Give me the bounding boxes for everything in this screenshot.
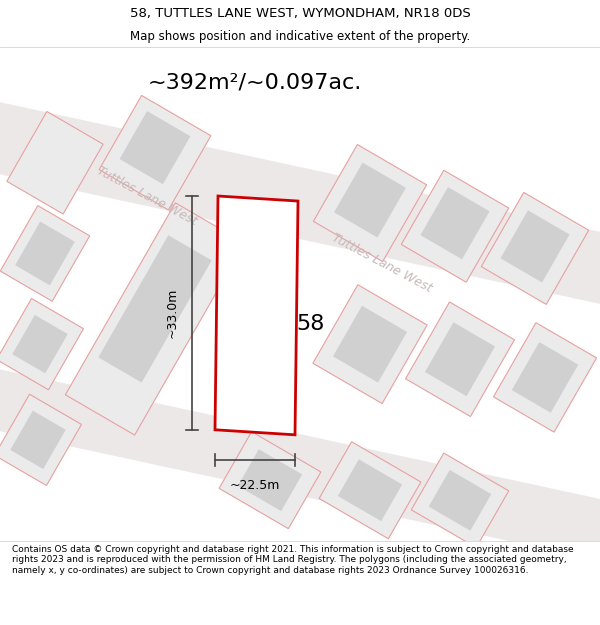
Polygon shape <box>65 202 245 435</box>
Polygon shape <box>338 459 402 521</box>
Polygon shape <box>0 360 600 570</box>
Text: Tuttles Lane West: Tuttles Lane West <box>95 164 200 228</box>
Polygon shape <box>411 453 509 548</box>
Polygon shape <box>215 196 298 435</box>
Polygon shape <box>7 111 103 214</box>
Text: 58, TUTTLES LANE WEST, WYMONDHAM, NR18 0DS: 58, TUTTLES LANE WEST, WYMONDHAM, NR18 0… <box>130 7 470 19</box>
Polygon shape <box>10 411 66 469</box>
Polygon shape <box>481 192 589 304</box>
Text: ~22.5m: ~22.5m <box>230 479 280 492</box>
Polygon shape <box>15 221 75 286</box>
Polygon shape <box>12 315 68 373</box>
Polygon shape <box>219 432 321 529</box>
Polygon shape <box>98 235 212 382</box>
Polygon shape <box>406 302 514 416</box>
Polygon shape <box>500 210 569 282</box>
Polygon shape <box>119 111 190 184</box>
Text: Tuttles Lane West: Tuttles Lane West <box>330 232 434 296</box>
Polygon shape <box>0 206 90 301</box>
Polygon shape <box>238 449 302 511</box>
Polygon shape <box>313 144 427 262</box>
Text: ~392m²/~0.097ac.: ~392m²/~0.097ac. <box>148 72 362 92</box>
Polygon shape <box>493 322 596 432</box>
Polygon shape <box>319 442 421 539</box>
Text: Map shows position and indicative extent of the property.: Map shows position and indicative extent… <box>130 30 470 43</box>
Polygon shape <box>334 162 406 238</box>
Polygon shape <box>99 96 211 210</box>
Polygon shape <box>0 394 82 486</box>
Polygon shape <box>313 285 427 404</box>
Polygon shape <box>512 342 578 412</box>
Polygon shape <box>429 470 491 531</box>
Polygon shape <box>0 93 600 313</box>
Text: ~33.0m: ~33.0m <box>166 288 179 338</box>
Text: 58: 58 <box>296 314 324 334</box>
Polygon shape <box>425 322 495 396</box>
Polygon shape <box>333 306 407 382</box>
Polygon shape <box>0 299 83 390</box>
Polygon shape <box>225 223 285 354</box>
Polygon shape <box>401 170 509 282</box>
Polygon shape <box>421 187 490 259</box>
Text: Contains OS data © Crown copyright and database right 2021. This information is : Contains OS data © Crown copyright and d… <box>12 545 574 574</box>
